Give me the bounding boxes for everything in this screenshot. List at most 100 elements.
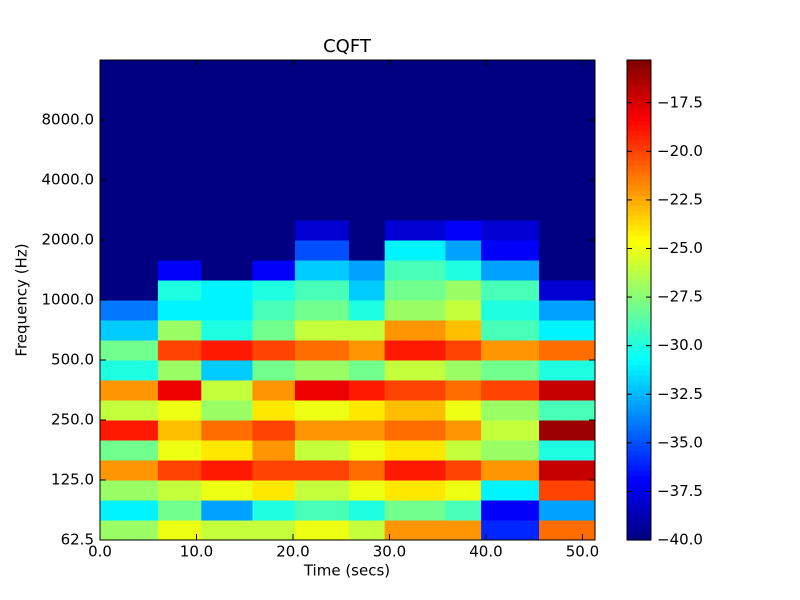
heatmap-cell xyxy=(157,339,202,361)
colorbar-step xyxy=(627,120,651,126)
heatmap-cell xyxy=(294,379,350,401)
colorbar-step xyxy=(627,395,651,401)
colorbar-step xyxy=(627,190,651,196)
heatmap-cell xyxy=(384,459,446,481)
heatmap-cell xyxy=(348,480,386,501)
heatmap-cell xyxy=(294,339,350,361)
heatmap-cell xyxy=(252,100,296,121)
heatmap-cell xyxy=(201,199,253,221)
colorbar-step xyxy=(627,180,651,186)
colorbar-step xyxy=(627,465,651,471)
heatmap-cell xyxy=(252,159,296,181)
heatmap-cell xyxy=(201,159,253,181)
colorbar-step xyxy=(627,200,651,206)
x-tick-label: 10.0 xyxy=(180,543,213,561)
heatmap-cell xyxy=(348,199,386,221)
heatmap-cell xyxy=(294,300,350,321)
colorbar-step xyxy=(627,330,651,336)
heatmap-cell xyxy=(294,100,350,121)
colorbar-step xyxy=(627,315,651,321)
heatmap-cell xyxy=(201,360,253,381)
heatmap-cell xyxy=(348,500,386,521)
heatmap-cell xyxy=(201,320,253,341)
heatmap-cell xyxy=(201,440,253,461)
y-tick-label: 1000.0 xyxy=(42,291,95,309)
colorbar-step xyxy=(627,420,651,426)
heatmap-cell xyxy=(481,420,540,441)
heatmap-cell xyxy=(100,139,159,161)
colorbar-tick-label: −40.0 xyxy=(657,531,703,549)
heatmap-cell xyxy=(481,320,540,341)
colorbar-step xyxy=(627,340,651,346)
heatmap-cell xyxy=(157,480,202,501)
heatmap-cell xyxy=(201,459,253,481)
heatmap-cell xyxy=(348,360,386,381)
colorbar-step xyxy=(627,195,651,201)
heatmap-cell xyxy=(100,180,159,201)
colorbar-step xyxy=(627,215,651,221)
heatmap-cell xyxy=(100,159,159,181)
heatmap-cell xyxy=(157,100,202,121)
heatmap-cell xyxy=(481,180,540,201)
heatmap-cell xyxy=(252,459,296,481)
heatmap-cell xyxy=(252,180,296,201)
heatmap-cell xyxy=(481,60,540,81)
colorbar-step xyxy=(627,455,651,461)
y-tick-label: 62.5 xyxy=(61,531,94,549)
heatmap-cell xyxy=(539,480,596,501)
heatmap-cell xyxy=(201,480,253,501)
heatmap-cell xyxy=(539,500,596,521)
heatmap-cell xyxy=(294,120,350,141)
colorbar-step xyxy=(627,230,651,236)
heatmap-cell xyxy=(445,339,482,361)
heatmap-cell xyxy=(201,100,253,121)
heatmap-cell xyxy=(294,139,350,161)
heatmap-cell xyxy=(294,440,350,461)
heatmap-cell xyxy=(252,219,296,241)
colorbar-step xyxy=(627,450,651,456)
heatmap-cell xyxy=(100,199,159,221)
heatmap-cell xyxy=(384,159,446,181)
heatmap-cell xyxy=(348,240,386,261)
heatmap-cell xyxy=(481,480,540,501)
colorbar-step xyxy=(627,470,651,476)
colorbar: −40.0 −37.5 −35.0 −32.5 −30.0 −27.5 −25.0 −22.5… xyxy=(626,59,703,549)
colorbar-step xyxy=(627,295,651,301)
heatmap-cell xyxy=(201,139,253,161)
y-tick-label: 125.0 xyxy=(51,471,94,489)
heatmap-cell xyxy=(252,520,296,541)
heatmap-cell xyxy=(539,420,596,441)
heatmap-cell xyxy=(294,279,350,301)
heatmap-cell xyxy=(539,199,596,221)
heatmap-cell xyxy=(539,219,596,241)
colorbar-step xyxy=(627,525,651,531)
colorbar-tick-label: −35.0 xyxy=(657,433,703,451)
heatmap-cell xyxy=(445,80,482,101)
heatmap-cell xyxy=(100,219,159,241)
colorbar-step xyxy=(627,425,651,431)
colorbar-step xyxy=(627,270,651,276)
heatmap-cell xyxy=(294,199,350,221)
colorbar-step xyxy=(627,220,651,226)
y-tick-label: 8000.0 xyxy=(42,111,95,129)
heatmap-cell xyxy=(201,60,253,81)
heatmap-cell xyxy=(445,199,482,221)
heatmap-cell xyxy=(384,480,446,501)
heatmap-cell xyxy=(294,480,350,501)
colorbar-tick-label: −20.0 xyxy=(657,142,703,160)
colorbar-step xyxy=(627,520,651,526)
heatmap-cell xyxy=(201,500,253,521)
heatmap-cell xyxy=(252,440,296,461)
heatmap-cell xyxy=(157,240,202,261)
colorbar-step xyxy=(627,415,651,421)
heatmap-cell xyxy=(252,379,296,401)
heatmap-cell xyxy=(384,379,446,401)
colorbar-step xyxy=(627,320,651,326)
x-tick-label: 50.0 xyxy=(566,543,599,561)
heatmap-cell xyxy=(252,500,296,521)
heatmap-cell xyxy=(252,139,296,161)
heatmap-cell xyxy=(445,180,482,201)
colorbar-step xyxy=(627,90,651,96)
heatmap-cell xyxy=(384,279,446,301)
colorbar-step xyxy=(627,205,651,211)
